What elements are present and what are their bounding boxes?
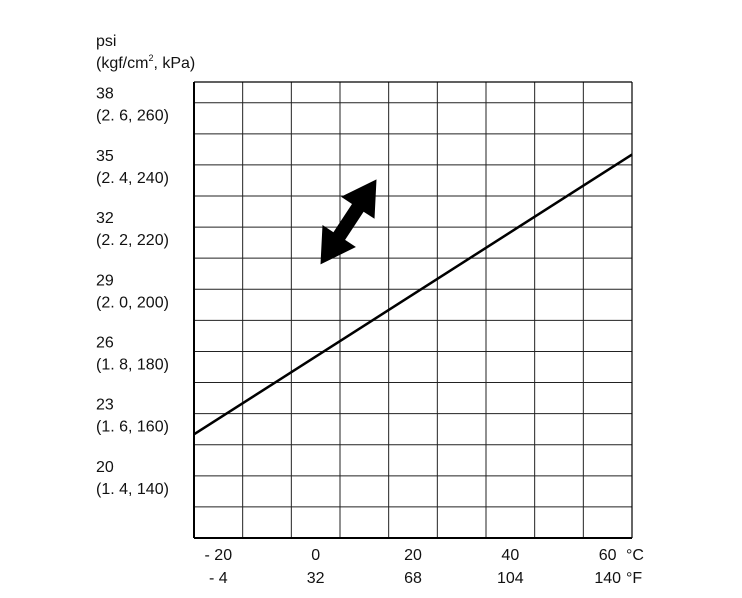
y-axis-units-superscript: 2 <box>148 53 153 63</box>
x-tick-label-celsius: 20 <box>404 547 422 564</box>
x-unit-celsius: °C <box>626 547 644 564</box>
series-line <box>193 153 633 436</box>
axes <box>193 81 633 539</box>
x-tick-label-fahrenheit: 32 <box>307 570 325 587</box>
x-unit-fahrenheit: °F <box>626 570 642 587</box>
y-tick-label-psi: 29 <box>96 272 114 289</box>
y-tick-labels: 38 (2. 6, 260) 35 (2. 4, 240) 32 (2. 2, 220) 2… <box>96 86 169 498</box>
double-arrow-icon <box>320 179 377 265</box>
y-tick-label-psi: 32 <box>96 210 114 227</box>
y-tick-label-metric: (2. 6, 260) <box>96 108 169 125</box>
y-tick-label-metric: (2. 4, 240) <box>96 170 169 187</box>
x-tick-label-fahrenheit: 104 <box>497 570 524 587</box>
x-tick-label-celsius: - 20 <box>205 547 233 564</box>
series-group <box>193 153 633 436</box>
y-axis-units: (kgf/cm2, kPa) <box>96 53 195 72</box>
y-tick-label-psi: 35 <box>96 148 114 165</box>
y-tick-label-metric: (1. 4, 140) <box>96 481 169 498</box>
y-tick-label-metric: (2. 0, 200) <box>96 294 169 311</box>
annotation-group <box>320 179 377 265</box>
grid <box>194 82 632 538</box>
y-tick-label-metric: (2. 2, 220) <box>96 232 169 249</box>
y-tick-label-psi: 26 <box>96 334 114 351</box>
x-tick-label-celsius: 40 <box>501 547 519 564</box>
y-tick-label-psi: 38 <box>96 86 114 103</box>
x-tick-label-fahrenheit: - 4 <box>209 570 228 587</box>
y-tick-label-psi: 20 <box>96 459 114 476</box>
y-tick-label-psi: 23 <box>96 397 114 414</box>
x-tick-label-fahrenheit: 68 <box>404 570 422 587</box>
y-axis-title: psi <box>96 33 116 50</box>
x-tick-label-celsius: 0 <box>311 547 320 564</box>
x-tick-label-fahrenheit: 140 <box>594 570 621 587</box>
x-tick-label-celsius: 60 <box>599 547 617 564</box>
x-tick-labels: - 20 - 4 0 32 20 68 40 104 60 140 °C °F <box>205 547 644 587</box>
y-tick-label-metric: (1. 6, 160) <box>96 419 169 436</box>
y-tick-label-metric: (1. 8, 180) <box>96 356 169 373</box>
